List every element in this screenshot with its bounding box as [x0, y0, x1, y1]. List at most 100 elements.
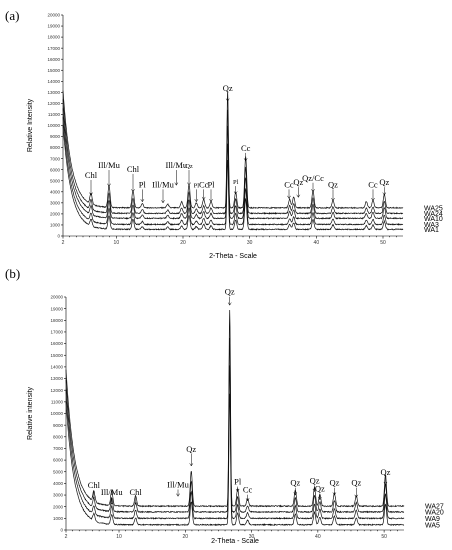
peak-annotation: Ill/Mu: [98, 160, 120, 170]
annotation-arrowhead: [209, 199, 213, 203]
annotation-arrowhead: [331, 197, 335, 202]
xrd-trace-wa10: [62, 108, 404, 220]
xrd-trace-wa9: [65, 365, 405, 520]
x-tick-label: 30: [247, 240, 253, 246]
peak-annotation: Pl: [194, 182, 200, 189]
y-axis-title: Relative intensity: [27, 387, 34, 440]
annotation-arrowhead: [176, 493, 180, 497]
annotation-arrowhead: [89, 192, 93, 196]
annotation-arrowhead: [235, 488, 240, 493]
series-label: WA25: [424, 205, 443, 212]
x-tick-label: 2: [65, 534, 68, 540]
chart-panel-a: (a) 0 1000 2000 3000 4000 5000 6000 7000 8000 9000…: [5, 8, 443, 260]
y-tick-label: 10000: [47, 123, 60, 128]
peak-annotation: Cc: [243, 485, 253, 495]
annotation-arrowhead: [107, 183, 111, 187]
y-tick-label: 10000: [50, 411, 63, 416]
peak-annotation: Qz: [380, 467, 390, 477]
y-tick-label: 15000: [50, 353, 63, 358]
x-axis-title: 2-Theta - Scale: [211, 538, 259, 545]
peak-annotation: Qz: [225, 287, 235, 297]
peak-annotation: Chl: [129, 487, 142, 497]
xrd-trace-wa25: [62, 90, 404, 210]
x-tick-label: 50: [380, 240, 386, 246]
xrd-trace-wa1: [62, 125, 404, 231]
x-tick-label: 2: [62, 240, 65, 246]
y-tick-label: 3000: [50, 200, 61, 205]
annotation-arrowhead: [161, 200, 165, 204]
y-tick-label: 20000: [50, 295, 63, 300]
xrd-trace-wa3: [62, 116, 404, 226]
annotation-arrowhead: [133, 501, 138, 505]
peak-annotation: Chl: [85, 170, 98, 180]
y-tick-label: 18000: [47, 35, 60, 40]
peak-annotation: Qz: [185, 163, 193, 170]
peak-annotation: Qz/Cc: [302, 173, 324, 183]
y-tick-label: 12000: [47, 101, 60, 106]
peak-annotation: Ill/Mu: [152, 179, 174, 189]
peak-annotation: Qz: [186, 444, 196, 454]
peak-annotation: Pl: [139, 179, 147, 189]
y-tick-label: 4000: [53, 481, 64, 486]
y-tick-label: 19000: [50, 306, 63, 311]
y-tick-label: 9000: [50, 134, 61, 139]
annotation-arrowhead: [174, 182, 179, 186]
y-tick-label: 8000: [50, 145, 61, 150]
peak-annotation: Qz: [315, 484, 325, 494]
annotation-arrowhead: [318, 496, 322, 501]
y-axis-title: Relative Intensity: [27, 98, 34, 152]
annotation-arrowhead: [187, 182, 191, 186]
series-label: WA20: [425, 509, 444, 516]
annotation-arrowhead: [194, 199, 199, 203]
annotation-arrowhead: [233, 191, 238, 195]
x-tick-label: 20: [180, 240, 186, 246]
panel-label: (b): [5, 266, 20, 281]
x-tick-label: 50: [381, 534, 387, 540]
peak-annotation: Qz: [310, 475, 320, 485]
xrd-trace-wa27: [65, 310, 405, 508]
annotation-arrowhead: [383, 481, 388, 486]
y-tick-label: 11000: [48, 112, 61, 117]
peak-annotation: Qz: [293, 177, 303, 187]
peak-annotation: Chl: [88, 480, 101, 490]
peak-annotation: Qz: [328, 179, 338, 189]
peak-annotation: Qz: [351, 478, 361, 488]
annotation-arrowhead: [296, 194, 301, 198]
y-tick-label: 13000: [50, 376, 63, 381]
y-tick-label: 2000: [50, 212, 61, 217]
y-tick-label: 13000: [47, 90, 60, 95]
y-tick-label: 0: [60, 528, 63, 533]
y-tick-label: 15000: [47, 68, 60, 73]
peak-annotation: Ill/Mu: [165, 160, 187, 170]
peak-annotation: Chl: [127, 164, 140, 174]
y-tick-label: 8000: [53, 434, 64, 439]
y-tick-label: 14000: [50, 365, 63, 370]
series-label: WA5: [425, 522, 440, 529]
panel-label: (a): [5, 8, 19, 23]
y-tick-label: 0: [57, 234, 60, 239]
annotation-arrowhead: [109, 501, 114, 505]
y-tick-label: 20000: [47, 13, 60, 18]
xrd-trace-wa20: [65, 337, 405, 514]
annotation-arrowhead: [293, 492, 298, 496]
series-label: WA10: [424, 216, 443, 223]
y-tick-label: 1000: [53, 516, 64, 521]
chart-panel-b: (b) 0 1000 2000 3000 4000 5000 6000 7000 8000 9000…: [5, 266, 444, 545]
peak-annotation: Cc: [368, 179, 378, 189]
series-label: WA3: [424, 222, 439, 229]
y-tick-label: 7000: [53, 446, 64, 451]
peak-annotation: Pl: [234, 477, 242, 487]
peak-annotation: Pl: [233, 179, 239, 186]
y-tick-label: 2000: [53, 504, 64, 509]
series-label: WA1: [424, 227, 439, 234]
y-tick-label: 5000: [50, 178, 61, 183]
x-axis-title: 2-Theta - Scale: [209, 253, 257, 260]
y-tick-label: 17000: [47, 46, 60, 51]
annotation-arrowhead: [311, 189, 315, 193]
peak-annotation: Qz: [329, 478, 339, 488]
annotation-arrowhead: [371, 197, 375, 202]
x-tick-label: 20: [183, 534, 189, 540]
x-tick-label: 10: [116, 534, 122, 540]
y-tick-label: 16000: [50, 341, 63, 346]
